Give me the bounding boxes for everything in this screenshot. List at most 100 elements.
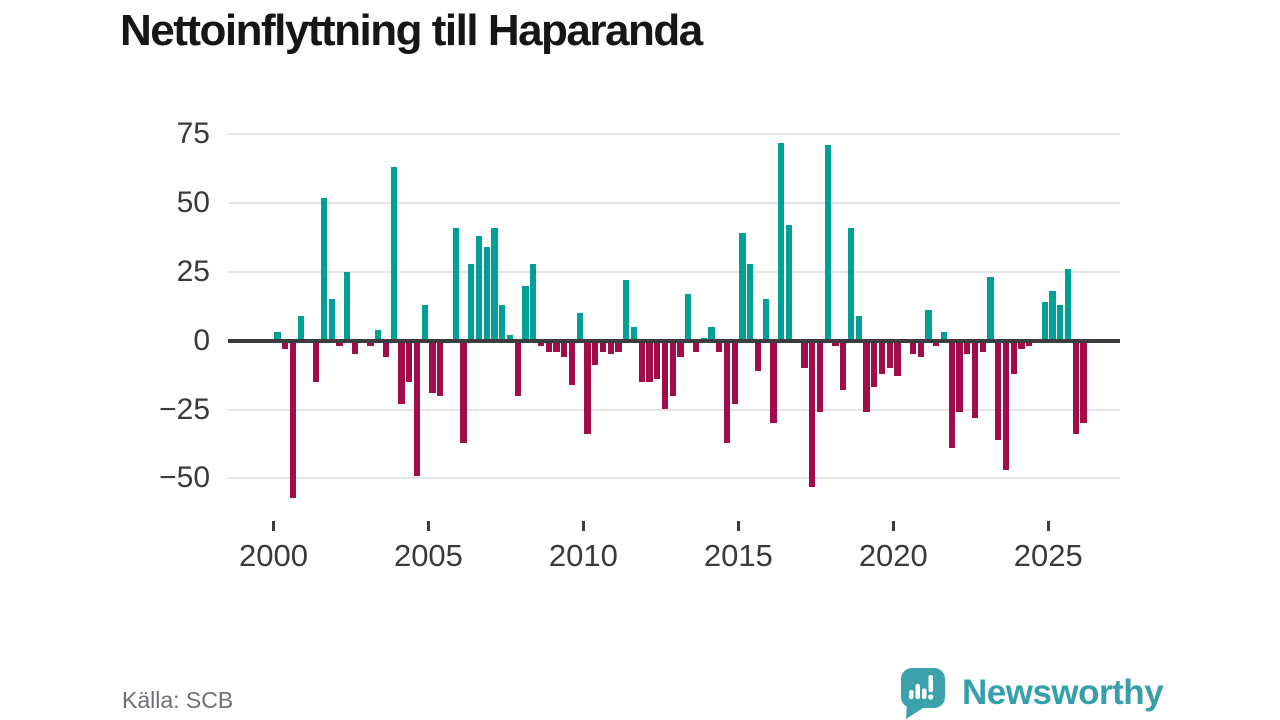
bar <box>778 142 785 341</box>
newsworthy-wordmark: Newsworthy <box>962 673 1164 712</box>
bar <box>638 340 645 382</box>
newsworthy-logo: Newsworthy <box>898 666 1164 720</box>
bar <box>863 340 870 413</box>
bar <box>886 340 893 369</box>
bar <box>1002 340 1010 471</box>
bar <box>785 225 793 341</box>
bar <box>1018 340 1025 349</box>
x-tick-label: 2005 <box>393 538 463 573</box>
bar <box>367 340 374 347</box>
bar <box>979 340 986 352</box>
y-tick-label: 75 <box>176 117 210 151</box>
x-tick-label: 2025 <box>1013 538 1083 573</box>
bar <box>1080 340 1087 424</box>
x-tick <box>1046 521 1050 531</box>
bar <box>568 340 576 385</box>
bar <box>716 340 723 352</box>
bar <box>1049 291 1056 341</box>
bar <box>692 340 700 352</box>
y-tick-label: −25 <box>159 392 210 426</box>
bar <box>956 340 963 413</box>
bar <box>491 227 498 341</box>
bar <box>413 340 421 476</box>
bar <box>925 310 932 341</box>
y-tick-label: 0 <box>193 323 210 357</box>
x-tick-label: 2010 <box>548 538 618 573</box>
bar <box>592 340 599 366</box>
bar <box>669 340 676 396</box>
bar <box>1064 269 1072 341</box>
bar <box>677 340 684 358</box>
bar <box>770 340 777 424</box>
bar <box>468 263 475 341</box>
bar <box>530 263 537 341</box>
x-tick-label: 2020 <box>858 538 928 573</box>
bar <box>282 340 289 349</box>
bar <box>274 332 281 341</box>
y-tick-label: 50 <box>176 186 210 220</box>
y-tick-label: −50 <box>159 461 210 495</box>
x-tick <box>891 521 895 531</box>
bar <box>894 340 901 377</box>
bar <box>607 340 614 355</box>
bar <box>615 340 622 352</box>
bar <box>499 304 506 341</box>
gridline--50 <box>228 477 1120 480</box>
bar <box>1010 340 1017 374</box>
bar <box>537 340 545 347</box>
bar <box>375 329 382 341</box>
bar <box>723 340 731 443</box>
bar <box>398 340 405 404</box>
bar <box>964 340 971 355</box>
bar <box>630 326 638 341</box>
bar <box>708 326 715 341</box>
bar <box>452 227 459 341</box>
bar <box>1057 304 1064 341</box>
bar <box>351 340 359 355</box>
bar <box>816 340 824 413</box>
bar <box>421 304 428 341</box>
bar <box>406 340 413 382</box>
y-tick-label: 25 <box>176 254 210 288</box>
bar <box>747 263 754 341</box>
bar <box>917 340 924 358</box>
bar <box>561 340 568 358</box>
bar <box>390 167 397 341</box>
bar <box>909 340 917 355</box>
x-tick <box>272 521 275 531</box>
bar <box>824 145 831 341</box>
bar <box>940 332 948 341</box>
bar <box>646 340 653 382</box>
x-tick-label: 2000 <box>239 538 308 573</box>
gridline-75 <box>228 133 1120 136</box>
bar <box>878 340 886 374</box>
bar <box>1041 302 1048 341</box>
bar <box>328 299 335 341</box>
bar <box>948 340 955 448</box>
bar <box>731 340 738 404</box>
x-tick-label: 2015 <box>703 538 773 573</box>
bar <box>832 340 839 347</box>
bar <box>437 340 444 396</box>
bar <box>584 340 591 435</box>
bar <box>599 340 607 352</box>
bar <box>739 233 746 341</box>
x-tick <box>736 521 740 531</box>
bar <box>545 340 552 352</box>
bar <box>855 315 862 341</box>
bar <box>553 340 560 352</box>
bar <box>382 340 390 358</box>
bar <box>460 340 467 443</box>
bar <box>344 271 351 341</box>
bar <box>576 313 583 341</box>
bar <box>475 236 483 341</box>
x-tick <box>426 521 430 531</box>
chart-title: Nettoinflyttning till Haparanda <box>120 6 703 55</box>
newsworthy-bubble-chart-icon <box>901 668 945 719</box>
bar <box>933 340 940 347</box>
bar <box>847 227 855 341</box>
bar <box>871 340 878 388</box>
bar <box>654 340 661 380</box>
